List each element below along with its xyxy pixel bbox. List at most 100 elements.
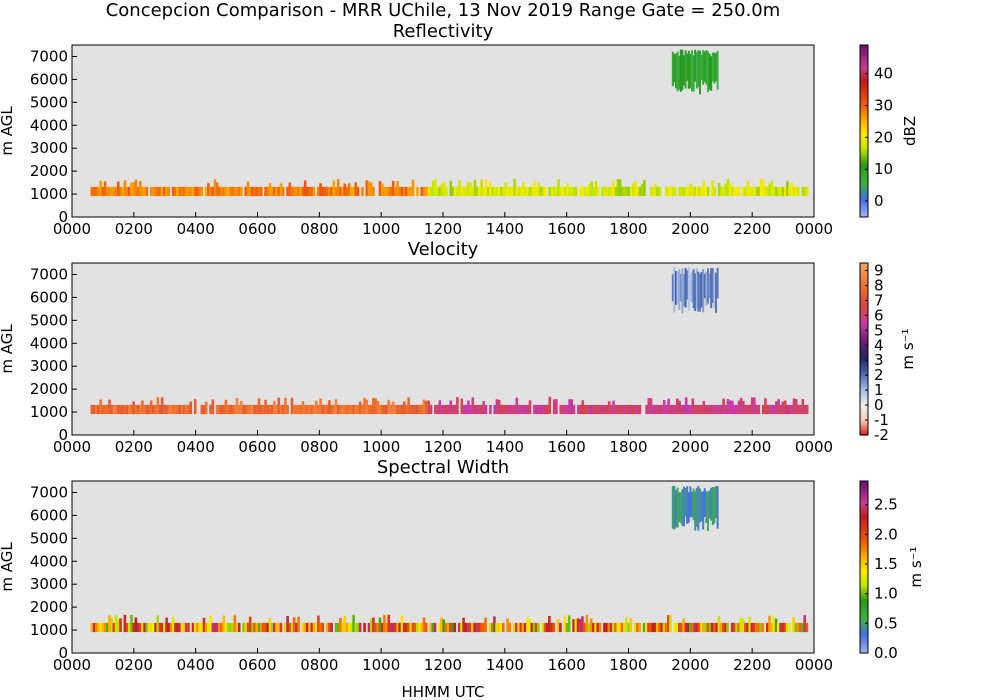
data-cell	[303, 622, 307, 633]
colorbar-swatch	[860, 178, 868, 182]
colorbar-spectral-width: 0.0 0.5 1.0 1.5 2.0 2.5	[859, 480, 898, 662]
colorbar-swatch	[860, 539, 868, 542]
data-cell	[262, 404, 265, 415]
colorbar-swatch	[860, 299, 868, 303]
colorbar-swatch	[860, 133, 868, 136]
data-cell	[684, 50, 687, 89]
data-cell	[691, 622, 694, 633]
data-cell	[616, 179, 620, 197]
data-cell	[196, 622, 199, 633]
data-cell	[544, 186, 547, 197]
data-cell	[145, 622, 149, 633]
data-cell	[707, 51, 709, 92]
data-cell	[387, 399, 391, 415]
data-cell	[328, 622, 331, 633]
data-cell	[788, 404, 791, 415]
data-cell	[244, 404, 248, 415]
data-cell	[548, 396, 552, 414]
data-cell	[761, 622, 765, 633]
data-cell	[259, 186, 263, 197]
data-cell	[178, 622, 182, 633]
colorbar-swatch	[860, 141, 868, 145]
data-cell	[713, 404, 717, 415]
data-cell	[559, 186, 563, 197]
data-cell	[321, 404, 325, 415]
data-cell	[369, 182, 373, 197]
data-cell	[687, 50, 690, 89]
data-cell	[605, 622, 608, 633]
data-cell	[480, 179, 483, 196]
data-cell	[801, 186, 805, 197]
data-cell	[125, 404, 129, 415]
data-cell	[724, 622, 727, 633]
data-cell	[658, 404, 662, 415]
colorbar-swatch	[860, 504, 868, 508]
data-cell	[577, 404, 580, 415]
data-cell	[676, 487, 679, 528]
data-cell	[695, 404, 699, 415]
y-tick-label: 7000	[30, 265, 68, 283]
data-cell	[233, 404, 237, 415]
data-cell	[295, 404, 298, 415]
data-cell	[319, 183, 322, 196]
data-cell	[681, 489, 684, 526]
colorbar-swatch	[860, 640, 868, 643]
y-tick-label: 6000	[30, 506, 68, 524]
data-cell	[336, 404, 340, 415]
x-axis-reflectivity: 0000 0200 0400 0600 0800 1000 1200 1400 1600 1800…	[53, 212, 833, 238]
data-cell	[475, 404, 479, 415]
data-cell	[753, 186, 756, 197]
data-cell	[350, 622, 353, 633]
data-cell	[277, 622, 281, 633]
data-cell	[246, 622, 250, 633]
y-tick-label: 7000	[30, 47, 68, 65]
x-tick-label: 1600	[548, 656, 586, 674]
data-cell	[484, 617, 487, 633]
data-cell	[581, 186, 585, 197]
data-cell	[741, 618, 745, 633]
data-cell	[251, 404, 254, 415]
colorbar-swatch	[860, 303, 868, 307]
x-tick-label: 2200	[733, 220, 771, 238]
colorbar-swatch	[860, 278, 868, 281]
colorbar-tick-label: 30	[874, 97, 893, 115]
data-cell	[473, 622, 476, 633]
data-cell	[645, 622, 648, 633]
data-cell	[356, 622, 360, 633]
data-cell	[193, 622, 197, 633]
data-cell	[117, 404, 120, 415]
colorbar-swatch	[860, 502, 868, 506]
x-tick-label: 1200	[424, 220, 462, 238]
data-cell	[286, 186, 289, 197]
data-cell	[555, 399, 558, 415]
data-cell	[128, 186, 131, 197]
colorbar-swatch	[860, 184, 868, 188]
data-cell	[588, 404, 591, 415]
data-cell	[275, 622, 278, 633]
x-tick-label: 0400	[177, 220, 215, 238]
colorbar-swatch	[860, 387, 868, 391]
data-cell	[786, 180, 789, 196]
data-cell	[594, 622, 597, 633]
x-tick-label: 1200	[424, 656, 462, 674]
data-cell	[761, 179, 765, 197]
colorbar-swatch	[860, 197, 868, 201]
data-cell	[757, 186, 761, 197]
data-cell	[97, 622, 100, 633]
colorbar-tick-label: 0	[874, 192, 884, 210]
data-cell	[165, 186, 168, 197]
colorbar-swatch	[860, 586, 868, 590]
data-cell	[735, 404, 739, 415]
colorbar-swatch	[860, 422, 868, 425]
data-cell	[295, 186, 298, 197]
x-tick-label: 0800	[300, 438, 338, 456]
data-cell	[717, 404, 721, 415]
colorbar-swatch	[860, 355, 868, 359]
data-cell	[405, 186, 408, 197]
x-tick-label: 0400	[177, 438, 215, 456]
colorbar-swatch	[860, 161, 868, 164]
data-cell	[720, 186, 723, 197]
y-tick-label: 0	[58, 644, 68, 662]
colorbar-swatch	[860, 288, 868, 292]
data-cell	[141, 400, 144, 414]
